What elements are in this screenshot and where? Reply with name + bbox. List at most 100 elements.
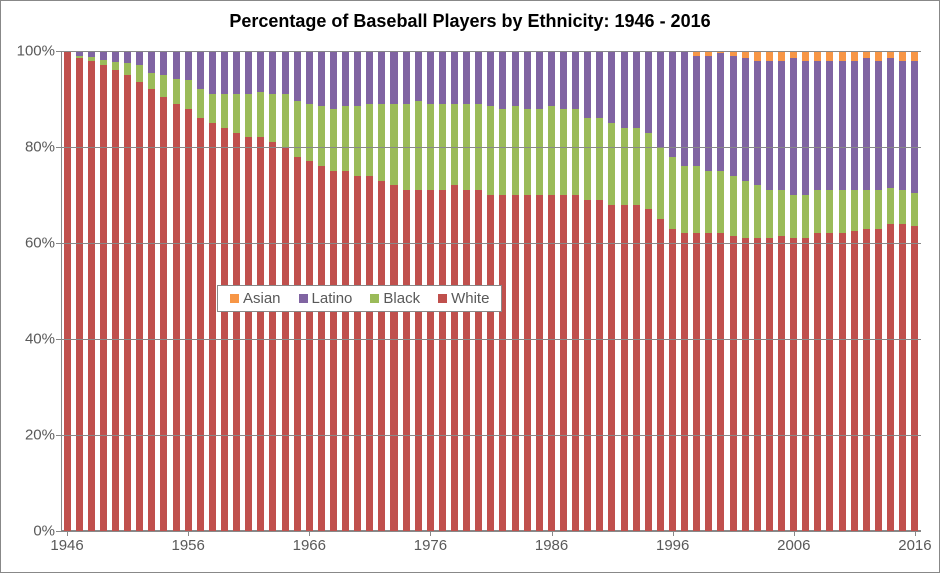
- bar-segment-latino: [463, 51, 470, 104]
- gridline: [61, 339, 921, 340]
- bar-segment-black: [112, 62, 119, 71]
- bar-segment-white: [512, 195, 519, 531]
- stacked-bar: [596, 51, 603, 531]
- bar-segment-white: [742, 238, 749, 531]
- stacked-bar: [536, 51, 543, 531]
- bar-segment-white: [64, 51, 71, 531]
- legend-item-asian: Asian: [230, 290, 281, 307]
- x-tick-mark: [188, 531, 189, 536]
- bar-slot: [134, 51, 146, 531]
- stacked-bar: [100, 51, 107, 531]
- bar-segment-white: [221, 128, 228, 531]
- chart-frame: Percentage of Baseball Players by Ethnic…: [0, 0, 940, 573]
- stacked-bar: [730, 51, 737, 531]
- bar-slot: [642, 51, 654, 531]
- bar-slot: [521, 51, 533, 531]
- bar-segment-latino: [173, 51, 180, 79]
- stacked-bar: [766, 51, 773, 531]
- stacked-bar: [88, 51, 95, 531]
- bar-segment-white: [621, 205, 628, 531]
- bar-slot: [545, 51, 557, 531]
- bar-slot: [509, 51, 521, 531]
- bar-segment-black: [209, 94, 216, 123]
- bar-segment-latino: [766, 61, 773, 191]
- legend-swatch-white: [438, 294, 447, 303]
- bar-segment-black: [887, 188, 894, 224]
- bar-segment-white: [633, 205, 640, 531]
- bar-segment-black: [705, 171, 712, 233]
- bar-segment-latino: [560, 51, 567, 109]
- bar-segment-latino: [185, 51, 192, 80]
- stacked-bar: [621, 51, 628, 531]
- bar-segment-white: [911, 226, 918, 531]
- stacked-bar: [148, 51, 155, 531]
- bar-slot: [73, 51, 85, 531]
- bar-segment-asian: [839, 51, 846, 61]
- bar-segment-black: [136, 65, 143, 82]
- bar-segment-white: [560, 195, 567, 531]
- x-tick-mark: [430, 531, 431, 536]
- bar-segment-black: [197, 89, 204, 118]
- stacked-bar: [802, 51, 809, 531]
- bar-segment-white: [378, 181, 385, 531]
- bar-segment-latino: [621, 51, 628, 128]
- stacked-bar: [645, 51, 652, 531]
- bar-segment-latino: [269, 51, 276, 94]
- bar-segment-black: [802, 195, 809, 238]
- bar-segment-latino: [633, 51, 640, 128]
- bar-segment-white: [572, 195, 579, 531]
- bar-segment-white: [608, 205, 615, 531]
- bar-segment-white: [439, 190, 446, 531]
- bar-segment-black: [282, 94, 289, 147]
- bar-segment-latino: [645, 51, 652, 133]
- bar-segment-black: [306, 104, 313, 162]
- bar-segment-white: [390, 185, 397, 531]
- bar-segment-white: [475, 190, 482, 531]
- bar-segment-white: [839, 233, 846, 531]
- x-tick-mark: [67, 531, 68, 536]
- bar-segment-latino: [608, 51, 615, 123]
- bar-slot: [800, 51, 812, 531]
- stacked-bar: [524, 51, 531, 531]
- bar-segment-white: [173, 104, 180, 531]
- bar-segment-latino: [221, 51, 228, 94]
- bar-segment-black: [645, 133, 652, 210]
- bar-segment-latino: [548, 51, 555, 106]
- bar-segment-latino: [487, 51, 494, 106]
- bar-segment-white: [717, 233, 724, 531]
- bar-segment-latino: [403, 51, 410, 104]
- bar-segment-latino: [572, 51, 579, 109]
- bar-slot: [630, 51, 642, 531]
- stacked-bar: [754, 51, 761, 531]
- bar-segment-asian: [754, 51, 761, 61]
- bar-segment-latino: [814, 61, 821, 191]
- bar-segment-white: [826, 233, 833, 531]
- stacked-bar: [863, 51, 870, 531]
- bar-slot: [727, 51, 739, 531]
- bar-segment-white: [185, 109, 192, 531]
- bar-segment-black: [621, 128, 628, 205]
- bar-segment-latino: [318, 51, 325, 106]
- bar-segment-white: [754, 238, 761, 531]
- bar-segment-latino: [802, 61, 809, 195]
- bar-segment-black: [318, 106, 325, 166]
- bar-slot: [594, 51, 606, 531]
- stacked-bar: [705, 51, 712, 531]
- stacked-bar: [124, 51, 131, 531]
- bar-segment-latino: [197, 51, 204, 89]
- bar-segment-asian: [875, 51, 882, 61]
- bar-segment-white: [76, 58, 83, 531]
- bar-segment-white: [136, 82, 143, 531]
- bar-segment-latino: [899, 61, 906, 191]
- bar-segment-asian: [911, 51, 918, 61]
- bar-segment-latino: [390, 51, 397, 104]
- bar-segment-black: [245, 94, 252, 137]
- bar-segment-white: [124, 75, 131, 531]
- bar-segment-asian: [802, 51, 809, 61]
- bar-segment-latino: [427, 51, 434, 104]
- bar-segment-black: [366, 104, 373, 176]
- bar-segment-black: [524, 109, 531, 195]
- bar-segment-latino: [717, 53, 724, 171]
- bar-slot: [182, 51, 194, 531]
- legend-label: White: [451, 290, 489, 307]
